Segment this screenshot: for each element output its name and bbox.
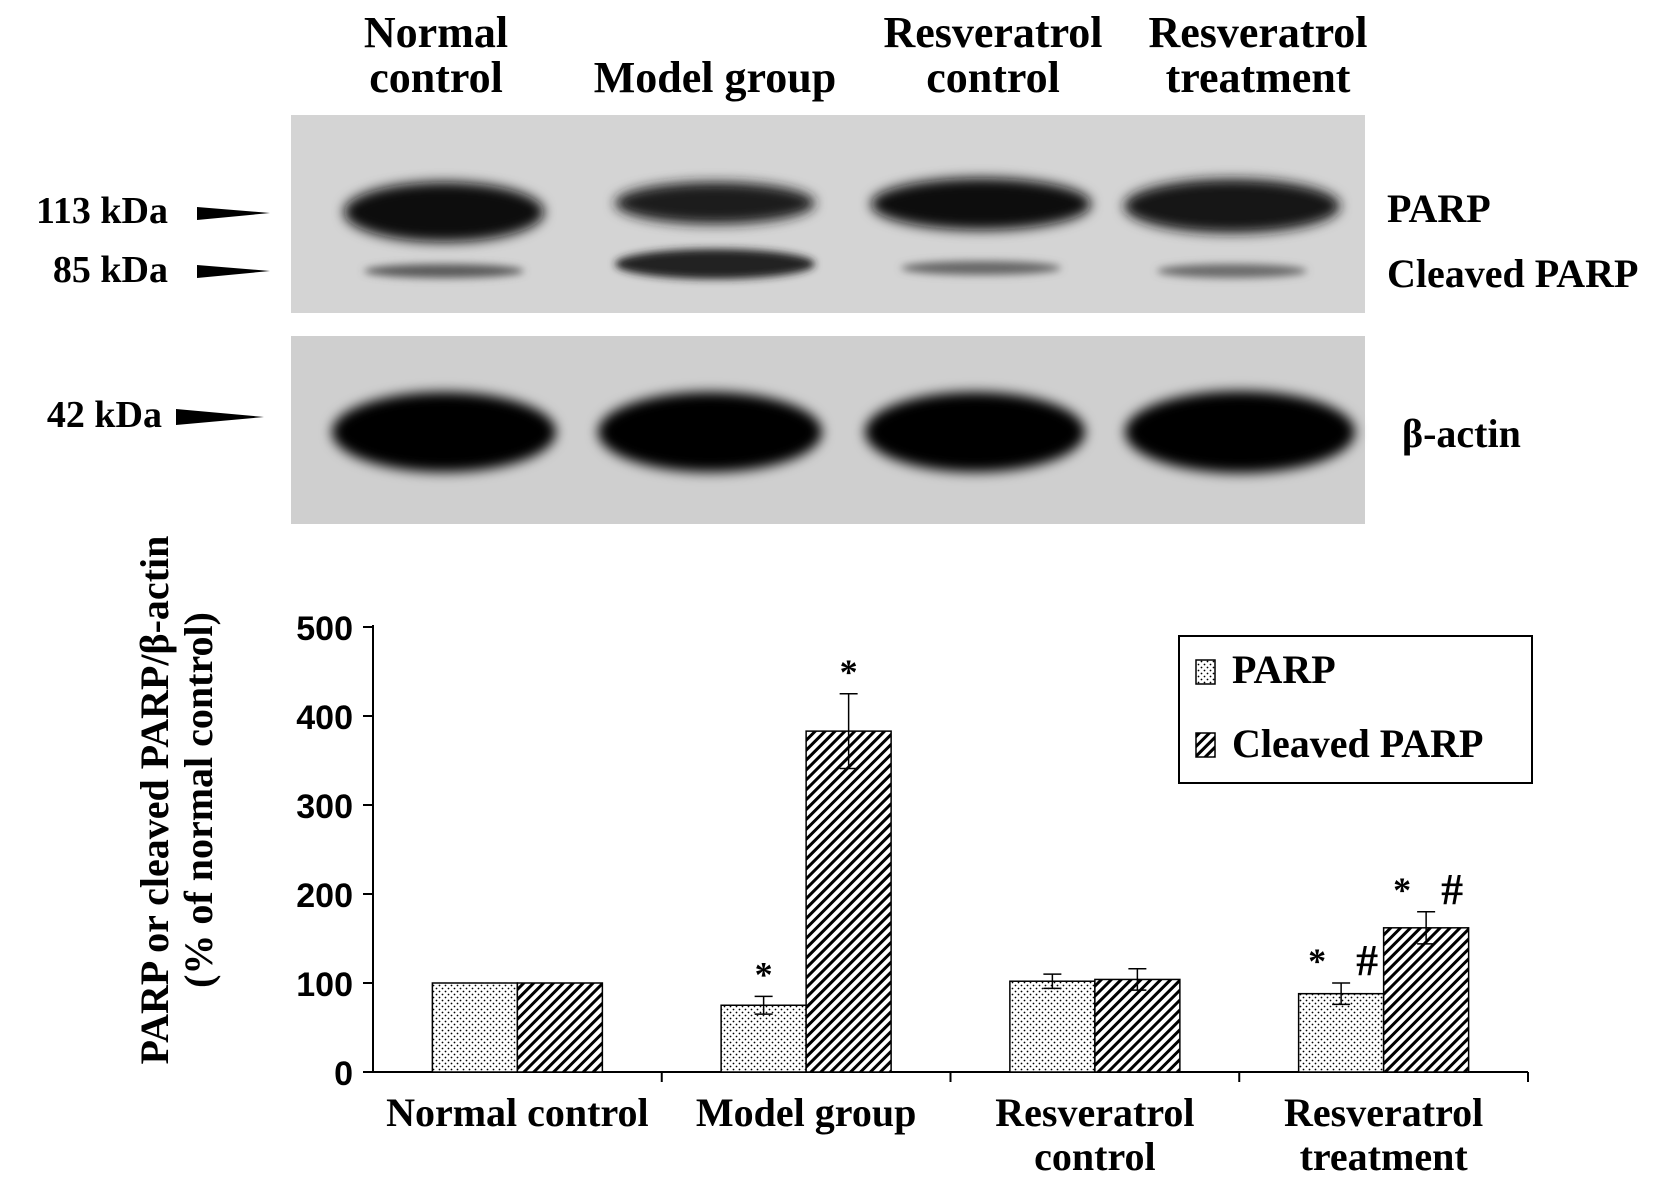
band-actin-lane3 — [865, 392, 1085, 472]
significance-marker: * — [1308, 941, 1326, 981]
bar — [805, 730, 892, 1073]
x-tick-label-line: treatment — [1300, 1134, 1469, 1179]
significance-marker: # — [1441, 865, 1463, 914]
band-cleaved-lane3 — [901, 261, 1061, 275]
lane-label-model: Model group — [594, 53, 836, 102]
band-cleaved-lane2 — [615, 249, 815, 279]
marker-arrow-85-icon — [197, 265, 270, 278]
bar — [1297, 992, 1385, 1073]
y-tick-label: 100 — [296, 966, 353, 1004]
bar — [1009, 980, 1096, 1073]
band-cleaved-lane4 — [1157, 264, 1307, 278]
x-tick-label-line: Model group — [696, 1090, 916, 1135]
band-actin-lane1 — [332, 392, 556, 472]
lane-label-resv-control-line2: control — [926, 53, 1060, 102]
legend-swatch-parp — [1195, 659, 1216, 685]
legend-swatch-cleaved-parp — [1195, 732, 1216, 758]
lane-label-resv-treatment-line2: treatment — [1166, 53, 1351, 102]
y-tick-label: 0 — [334, 1055, 353, 1093]
band-actin-lane4 — [1125, 391, 1355, 473]
lane-label-normal-line1: Normal — [364, 8, 508, 57]
band-label-cleaved-parp: Cleaved PARP — [1387, 251, 1638, 296]
x-tick-label: Resveratrol treatment — [1284, 1090, 1483, 1179]
y-tick-label: 200 — [296, 877, 353, 915]
marker-label-42: 42 kDa — [47, 394, 162, 436]
x-tick-label: Normal control — [386, 1090, 649, 1135]
x-tick-label-line: control — [1034, 1134, 1155, 1179]
western-blot: Normal control Model group Resveratrol c… — [36, 8, 1638, 524]
y-axis-title: PARP or cleaved PARP/β-actin (% of norma… — [132, 536, 221, 1065]
parp-membrane — [291, 115, 1365, 313]
lane-label-resv-treatment-line1: Resveratrol — [1148, 8, 1367, 57]
y-tick-label: 500 — [296, 610, 353, 648]
mw-markers: 113 kDa 85 kDa 42 kDa — [36, 190, 270, 436]
y-axis-title-line2: (% of normal control) — [176, 612, 221, 988]
x-tick-label: Resveratrol control — [995, 1090, 1194, 1179]
x-tick-labels: Normal control Model group Resveratrol cont… — [386, 1090, 1483, 1179]
significance-marker: * — [840, 652, 858, 692]
band-cleaved-lane1 — [364, 264, 524, 278]
bar — [1382, 927, 1470, 1073]
legend: PARP Cleaved PARP — [1178, 635, 1533, 784]
marker-arrow-42-icon — [176, 409, 264, 425]
bar-chart: PARP or cleaved PARP/β-actin (% of norma… — [132, 536, 1533, 1179]
band-parp-lane2 — [615, 182, 815, 224]
legend-label-cleaved-parp: Cleaved PARP — [1232, 721, 1483, 766]
actin-membrane — [291, 336, 1365, 524]
axes: 0 100 200 300 400 500 — [296, 610, 1529, 1093]
significance-marker: * — [755, 954, 773, 994]
legend-box — [1178, 635, 1533, 784]
x-tick-label-line: Resveratrol — [1284, 1090, 1483, 1135]
band-parp-lane3 — [871, 178, 1091, 230]
bars: * * # * * # — [431, 652, 1470, 1073]
marker-arrow-113-icon — [197, 207, 270, 220]
band-parp-lane4 — [1124, 179, 1340, 233]
band-label-parp: PARP — [1387, 186, 1491, 231]
x-tick-label: Model group — [696, 1090, 916, 1135]
significance-marker: # — [1356, 936, 1378, 985]
bar — [516, 982, 604, 1073]
lane-label-resv-control-line1: Resveratrol — [883, 8, 1102, 57]
lane-labels: Normal control Model group Resveratrol c… — [364, 8, 1368, 102]
band-label-beta-actin: β-actin — [1402, 411, 1521, 456]
marker-label-85: 85 kDa — [53, 249, 168, 291]
bar — [431, 982, 519, 1073]
band-parp-lane1 — [344, 182, 544, 242]
bar — [720, 1004, 807, 1073]
y-tick-label: 300 — [296, 788, 353, 826]
band-actin-lane2 — [598, 392, 822, 472]
y-tick-label: 400 — [296, 699, 353, 737]
legend-label-parp: PARP — [1232, 647, 1336, 692]
band-labels: PARP Cleaved PARP β-actin — [1387, 186, 1638, 456]
lane-label-normal-line2: control — [369, 53, 503, 102]
x-tick-label-line: Resveratrol — [995, 1090, 1194, 1135]
significance-marker: * — [1393, 870, 1411, 910]
y-axis-title-line1: PARP or cleaved PARP/β-actin — [132, 536, 177, 1065]
bar — [1094, 978, 1181, 1073]
marker-label-113: 113 kDa — [36, 190, 168, 232]
